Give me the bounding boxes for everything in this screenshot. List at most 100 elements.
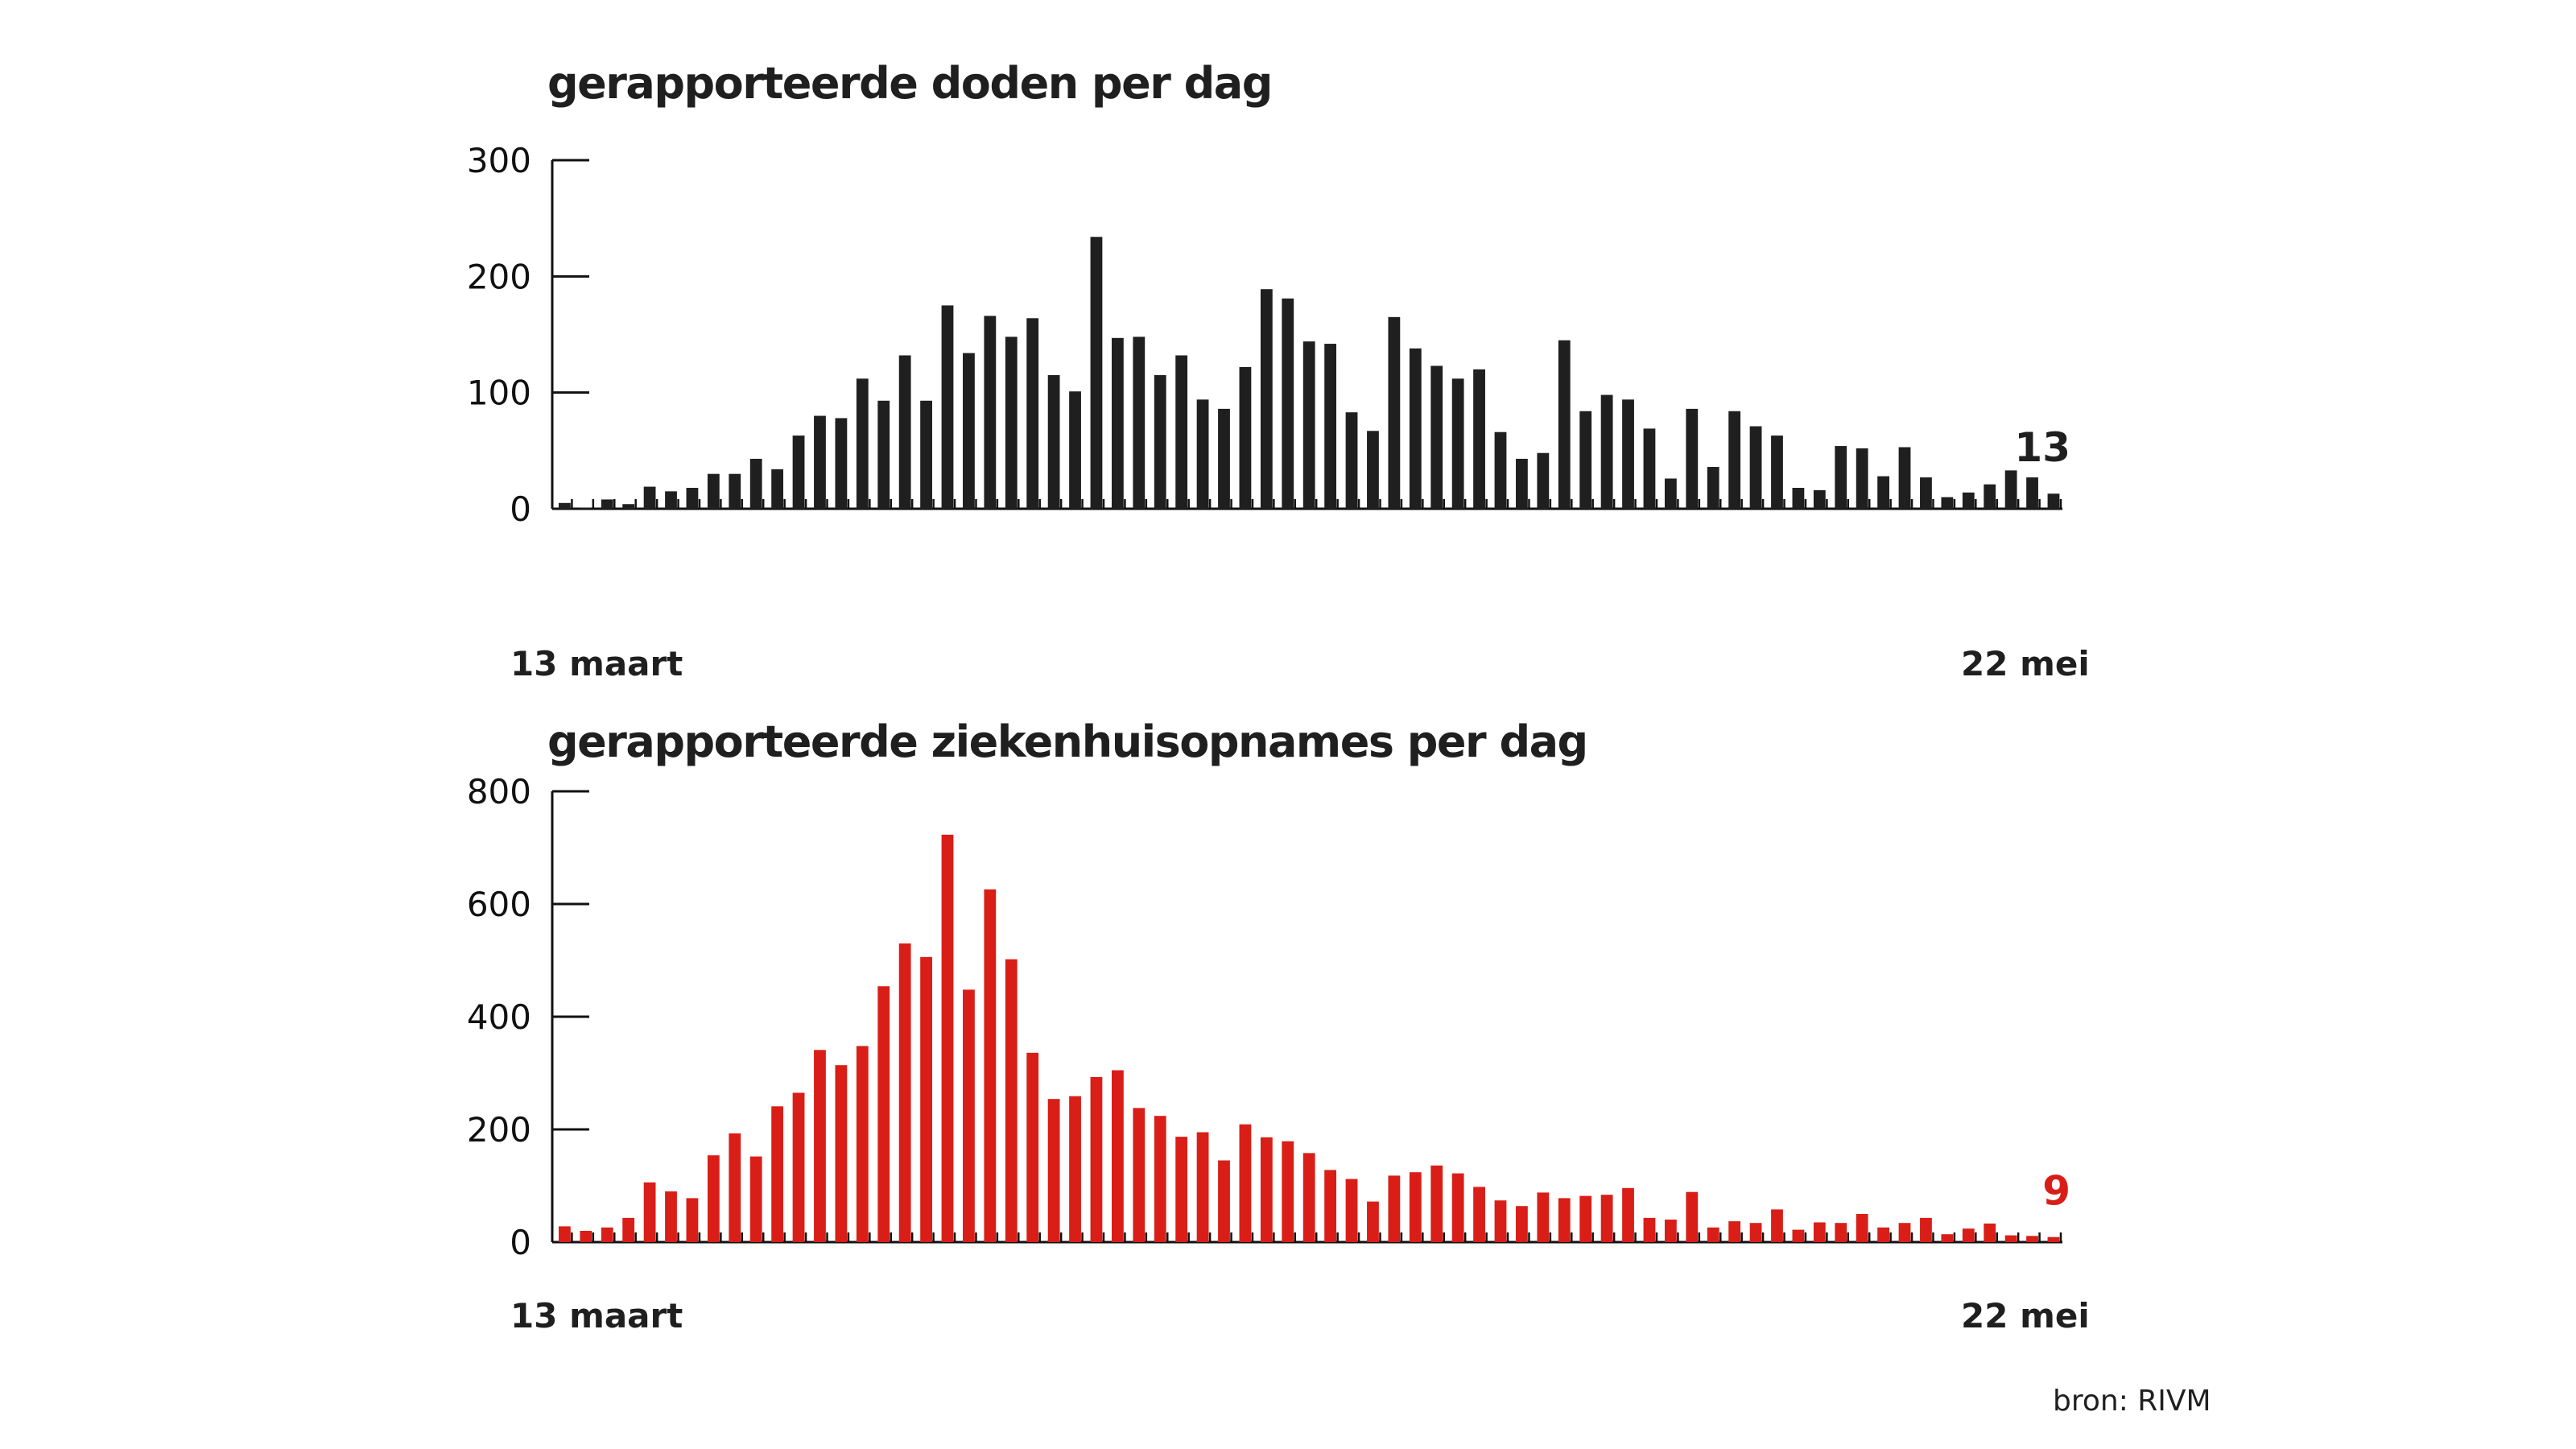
bar xyxy=(771,1106,784,1242)
admissions-start-date-label: 13 maart xyxy=(510,1296,683,1335)
bar xyxy=(1771,1209,1783,1242)
bar xyxy=(686,488,699,509)
bar xyxy=(1728,1221,1741,1242)
bar xyxy=(1877,476,1889,509)
bar xyxy=(814,1050,826,1242)
admissions-bar-chart: 0 200 400 600 800 9 xyxy=(467,772,2070,1262)
bar xyxy=(771,469,784,509)
bar xyxy=(792,1092,805,1242)
bar xyxy=(1558,340,1571,509)
bar xyxy=(1792,488,1805,509)
deaths-bar-chart: 0 100 200 300 13 xyxy=(467,141,2070,529)
bar xyxy=(686,1198,699,1242)
bar xyxy=(1473,1187,1485,1242)
bar xyxy=(1898,447,1911,509)
bar xyxy=(1005,959,1018,1242)
bar xyxy=(2004,1235,2017,1242)
bar xyxy=(1664,1220,1677,1242)
y-tick-label: 600 xyxy=(467,885,531,924)
bar xyxy=(1813,1222,1826,1242)
bar xyxy=(792,436,805,509)
bar xyxy=(1622,1187,1634,1242)
bar xyxy=(856,378,869,509)
bar xyxy=(1090,237,1103,509)
bar xyxy=(877,400,890,509)
bar xyxy=(1856,448,1868,509)
bar xyxy=(1154,1116,1166,1242)
bar xyxy=(1345,1179,1358,1242)
last-value-annotation: 9 xyxy=(2042,1168,2070,1215)
bar xyxy=(1707,1227,1719,1242)
bar xyxy=(559,502,571,509)
bar xyxy=(580,1231,592,1242)
bar xyxy=(1558,1198,1571,1242)
bar xyxy=(856,1046,869,1242)
bar xyxy=(1324,344,1337,509)
bar xyxy=(963,989,975,1242)
bar xyxy=(898,943,911,1242)
bar xyxy=(2047,493,2060,509)
bar xyxy=(1388,1175,1401,1242)
y-tick-label: 0 xyxy=(510,489,531,529)
bar xyxy=(941,305,954,509)
bar xyxy=(580,507,592,509)
bar xyxy=(1792,1229,1805,1242)
bar xyxy=(2047,1236,2060,1242)
bar xyxy=(1579,1195,1592,1242)
bar xyxy=(1707,467,1719,509)
bar xyxy=(920,400,932,509)
bar xyxy=(707,1155,720,1242)
bar xyxy=(835,1065,848,1242)
bar xyxy=(1409,1172,1422,1242)
bar xyxy=(1388,316,1401,509)
bar xyxy=(1984,484,1996,509)
bar xyxy=(1941,1234,1954,1242)
bar xyxy=(1345,412,1358,509)
bar xyxy=(1984,1223,1996,1242)
bar xyxy=(1302,1153,1315,1242)
admissions-chart-title: gerapporteerde ziekenhuisopnames per dag xyxy=(547,716,1588,767)
y-tick-label: 400 xyxy=(467,997,531,1037)
bar xyxy=(1282,1141,1294,1242)
bar xyxy=(2026,477,2038,509)
bar xyxy=(1451,1173,1464,1242)
deaths-chart-title: gerapporteerde doden per dag xyxy=(547,58,1273,109)
bar xyxy=(1664,478,1677,509)
bar xyxy=(707,473,720,509)
bar xyxy=(1196,1132,1209,1242)
bar xyxy=(1835,1223,1847,1242)
bar xyxy=(1047,1099,1060,1242)
bar xyxy=(1196,399,1209,509)
bar xyxy=(1749,426,1762,509)
bar xyxy=(920,956,932,1242)
bar xyxy=(1282,298,1294,509)
bar xyxy=(601,499,613,509)
bar xyxy=(1111,1070,1124,1242)
deaths-end-date-label: 22 mei xyxy=(1961,644,2090,683)
bar xyxy=(2004,470,2017,509)
bar xyxy=(1324,1170,1337,1242)
bar xyxy=(1643,1217,1656,1242)
bar xyxy=(1516,1206,1528,1242)
source-credit: bron: RIVM xyxy=(2053,1385,2211,1418)
bar xyxy=(1218,1160,1230,1242)
bar xyxy=(1175,1137,1188,1242)
bar xyxy=(1537,452,1550,509)
bar xyxy=(1218,408,1230,509)
bar xyxy=(1749,1223,1762,1242)
bar xyxy=(1069,1096,1081,1242)
bar xyxy=(749,1156,762,1242)
bar xyxy=(559,1226,571,1242)
y-tick-label: 200 xyxy=(467,1110,531,1150)
bar xyxy=(1260,289,1273,509)
bar xyxy=(1686,1191,1699,1242)
bar xyxy=(1111,337,1124,509)
bar xyxy=(984,889,997,1242)
bar xyxy=(1451,378,1464,509)
bar xyxy=(729,473,741,509)
bar xyxy=(1686,408,1699,509)
bar xyxy=(1962,1228,1975,1242)
bar xyxy=(1579,411,1592,509)
bar xyxy=(2026,1236,2038,1242)
bar xyxy=(1728,411,1741,509)
